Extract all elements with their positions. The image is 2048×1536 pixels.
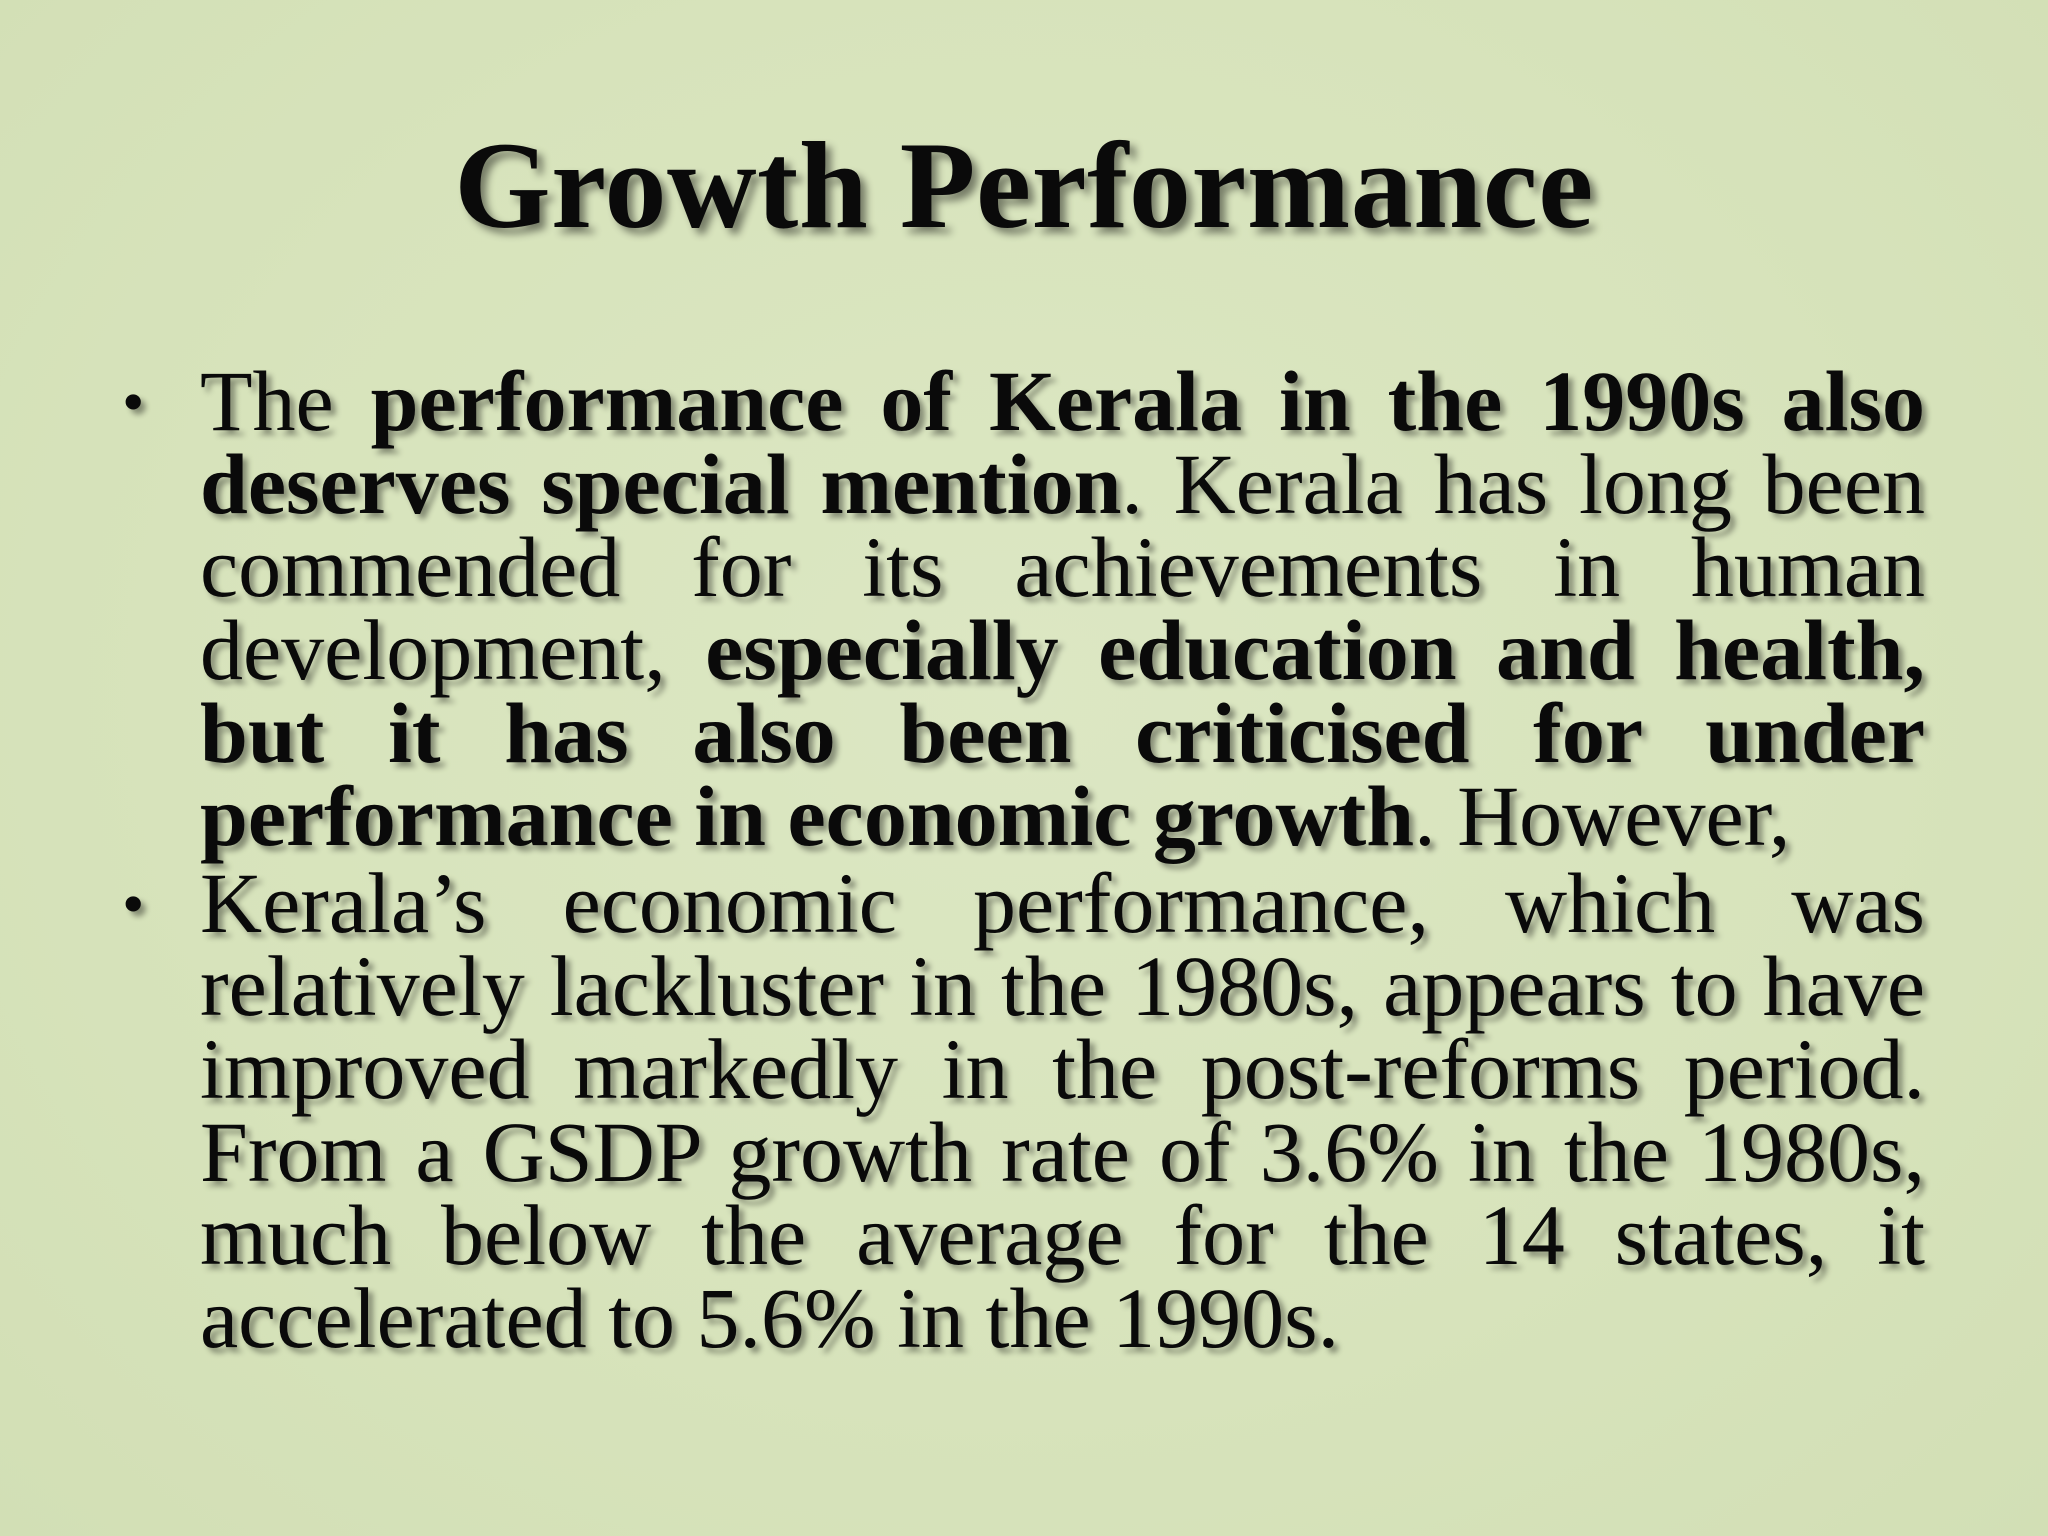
bullet-item: • Kerala’s economic performance, which w… bbox=[120, 860, 1925, 1361]
bullet-list: • The performance of Kerala in the 1990s… bbox=[120, 358, 1925, 1364]
bullet-text-bold: especially education and health, but it … bbox=[200, 602, 1925, 864]
bullet-text-bold: performance of Kerala in the 1990s also … bbox=[200, 353, 1926, 532]
slide-title: Growth Performance bbox=[454, 117, 1594, 254]
bullet-text-plain: . However, bbox=[1414, 768, 1791, 864]
bullet-item: • The performance of Kerala in the 1990s… bbox=[120, 358, 1925, 859]
bullet-dot-icon: • bbox=[122, 366, 145, 437]
bullet-text-plain: . Kerala has long been commended for its… bbox=[200, 436, 1925, 698]
bullet-dot-icon: • bbox=[122, 868, 145, 939]
bullet-text-plain: The bbox=[200, 353, 371, 449]
bullet-text-plain: Kerala’s economic performance, which was… bbox=[200, 855, 1925, 1366]
